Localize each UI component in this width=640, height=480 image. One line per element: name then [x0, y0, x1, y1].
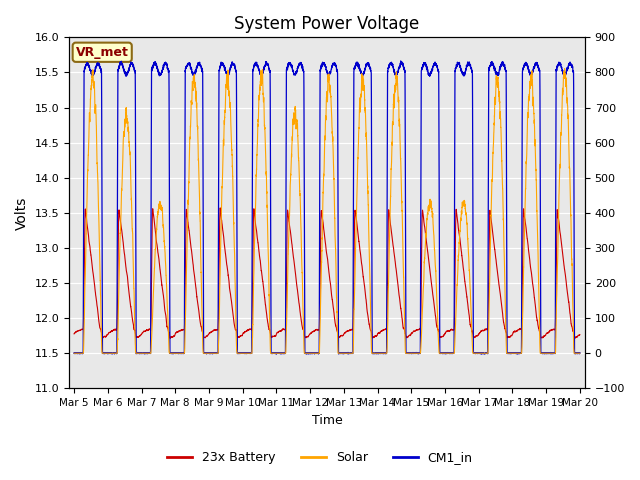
Legend: 23x Battery, Solar, CM1_in: 23x Battery, Solar, CM1_in: [163, 446, 477, 469]
X-axis label: Time: Time: [312, 414, 342, 427]
Title: System Power Voltage: System Power Voltage: [234, 15, 420, 33]
Text: VR_met: VR_met: [76, 46, 129, 59]
Y-axis label: Volts: Volts: [15, 196, 29, 229]
